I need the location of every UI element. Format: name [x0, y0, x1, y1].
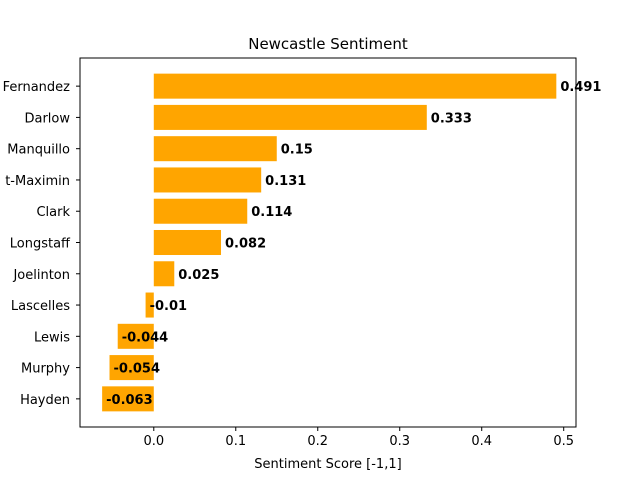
y-tick-label: Longstaff — [10, 237, 71, 252]
x-tick-label: 0.0 — [143, 434, 164, 449]
value-label: -0.063 — [106, 393, 153, 408]
y-tick-label: Fernandez — [3, 80, 71, 95]
x-tick-label: 0.2 — [307, 434, 328, 449]
y-tick-label: Clark — [36, 205, 70, 220]
bar-t-maximin — [153, 167, 262, 193]
x-tick-label: 0.5 — [553, 434, 574, 449]
y-tick-label: Darlow — [24, 111, 70, 126]
value-label: 0.333 — [431, 111, 472, 126]
value-label: -0.044 — [122, 330, 169, 345]
value-label: 0.114 — [251, 205, 292, 220]
bar-clark — [153, 198, 248, 224]
chart-title: Newcastle Sentiment — [248, 35, 408, 53]
plot-area: 0.491 0.333 0.15 0.131 0.114 0.082 0.025 -0.01 -… — [3, 57, 601, 449]
value-label: 0.082 — [225, 237, 266, 252]
bar-longstaff — [153, 229, 222, 256]
bar-lewis — [117, 323, 154, 349]
value-label: -0.01 — [150, 299, 187, 314]
y-tick-label: Lewis — [34, 330, 70, 345]
bar-fernandez — [153, 73, 557, 99]
y-tick-label: Lascelles — [11, 299, 70, 314]
x-axis-label: Sentiment Score [-1,1] — [254, 457, 401, 472]
bar-joelinton — [153, 261, 175, 287]
bar-manquillo — [153, 136, 277, 162]
y-tick-label: Hayden — [20, 393, 70, 408]
value-label: 0.025 — [178, 268, 219, 283]
bar-lascelles — [145, 292, 154, 318]
y-tick-label: Murphy — [21, 362, 70, 377]
y-tick-label: Joelinton — [12, 268, 70, 283]
value-label: 0.131 — [265, 174, 306, 189]
bar-darlow — [153, 104, 427, 130]
x-tick-label: 0.3 — [389, 434, 410, 449]
y-tick-label: t-Maximin — [5, 174, 70, 189]
bar-murphy — [109, 355, 154, 381]
x-tick-label: 0.1 — [225, 434, 246, 449]
value-label: 0.491 — [560, 80, 601, 95]
value-label: 0.15 — [281, 143, 313, 158]
bar-hayden — [102, 386, 154, 412]
x-tick-label: 0.4 — [471, 434, 492, 449]
y-tick-label: Manquillo — [7, 143, 70, 158]
value-label: -0.054 — [114, 362, 161, 377]
